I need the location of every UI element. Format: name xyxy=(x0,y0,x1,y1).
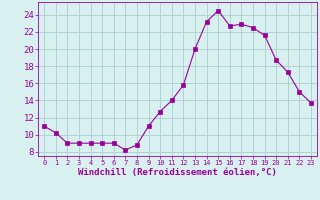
X-axis label: Windchill (Refroidissement éolien,°C): Windchill (Refroidissement éolien,°C) xyxy=(78,168,277,177)
